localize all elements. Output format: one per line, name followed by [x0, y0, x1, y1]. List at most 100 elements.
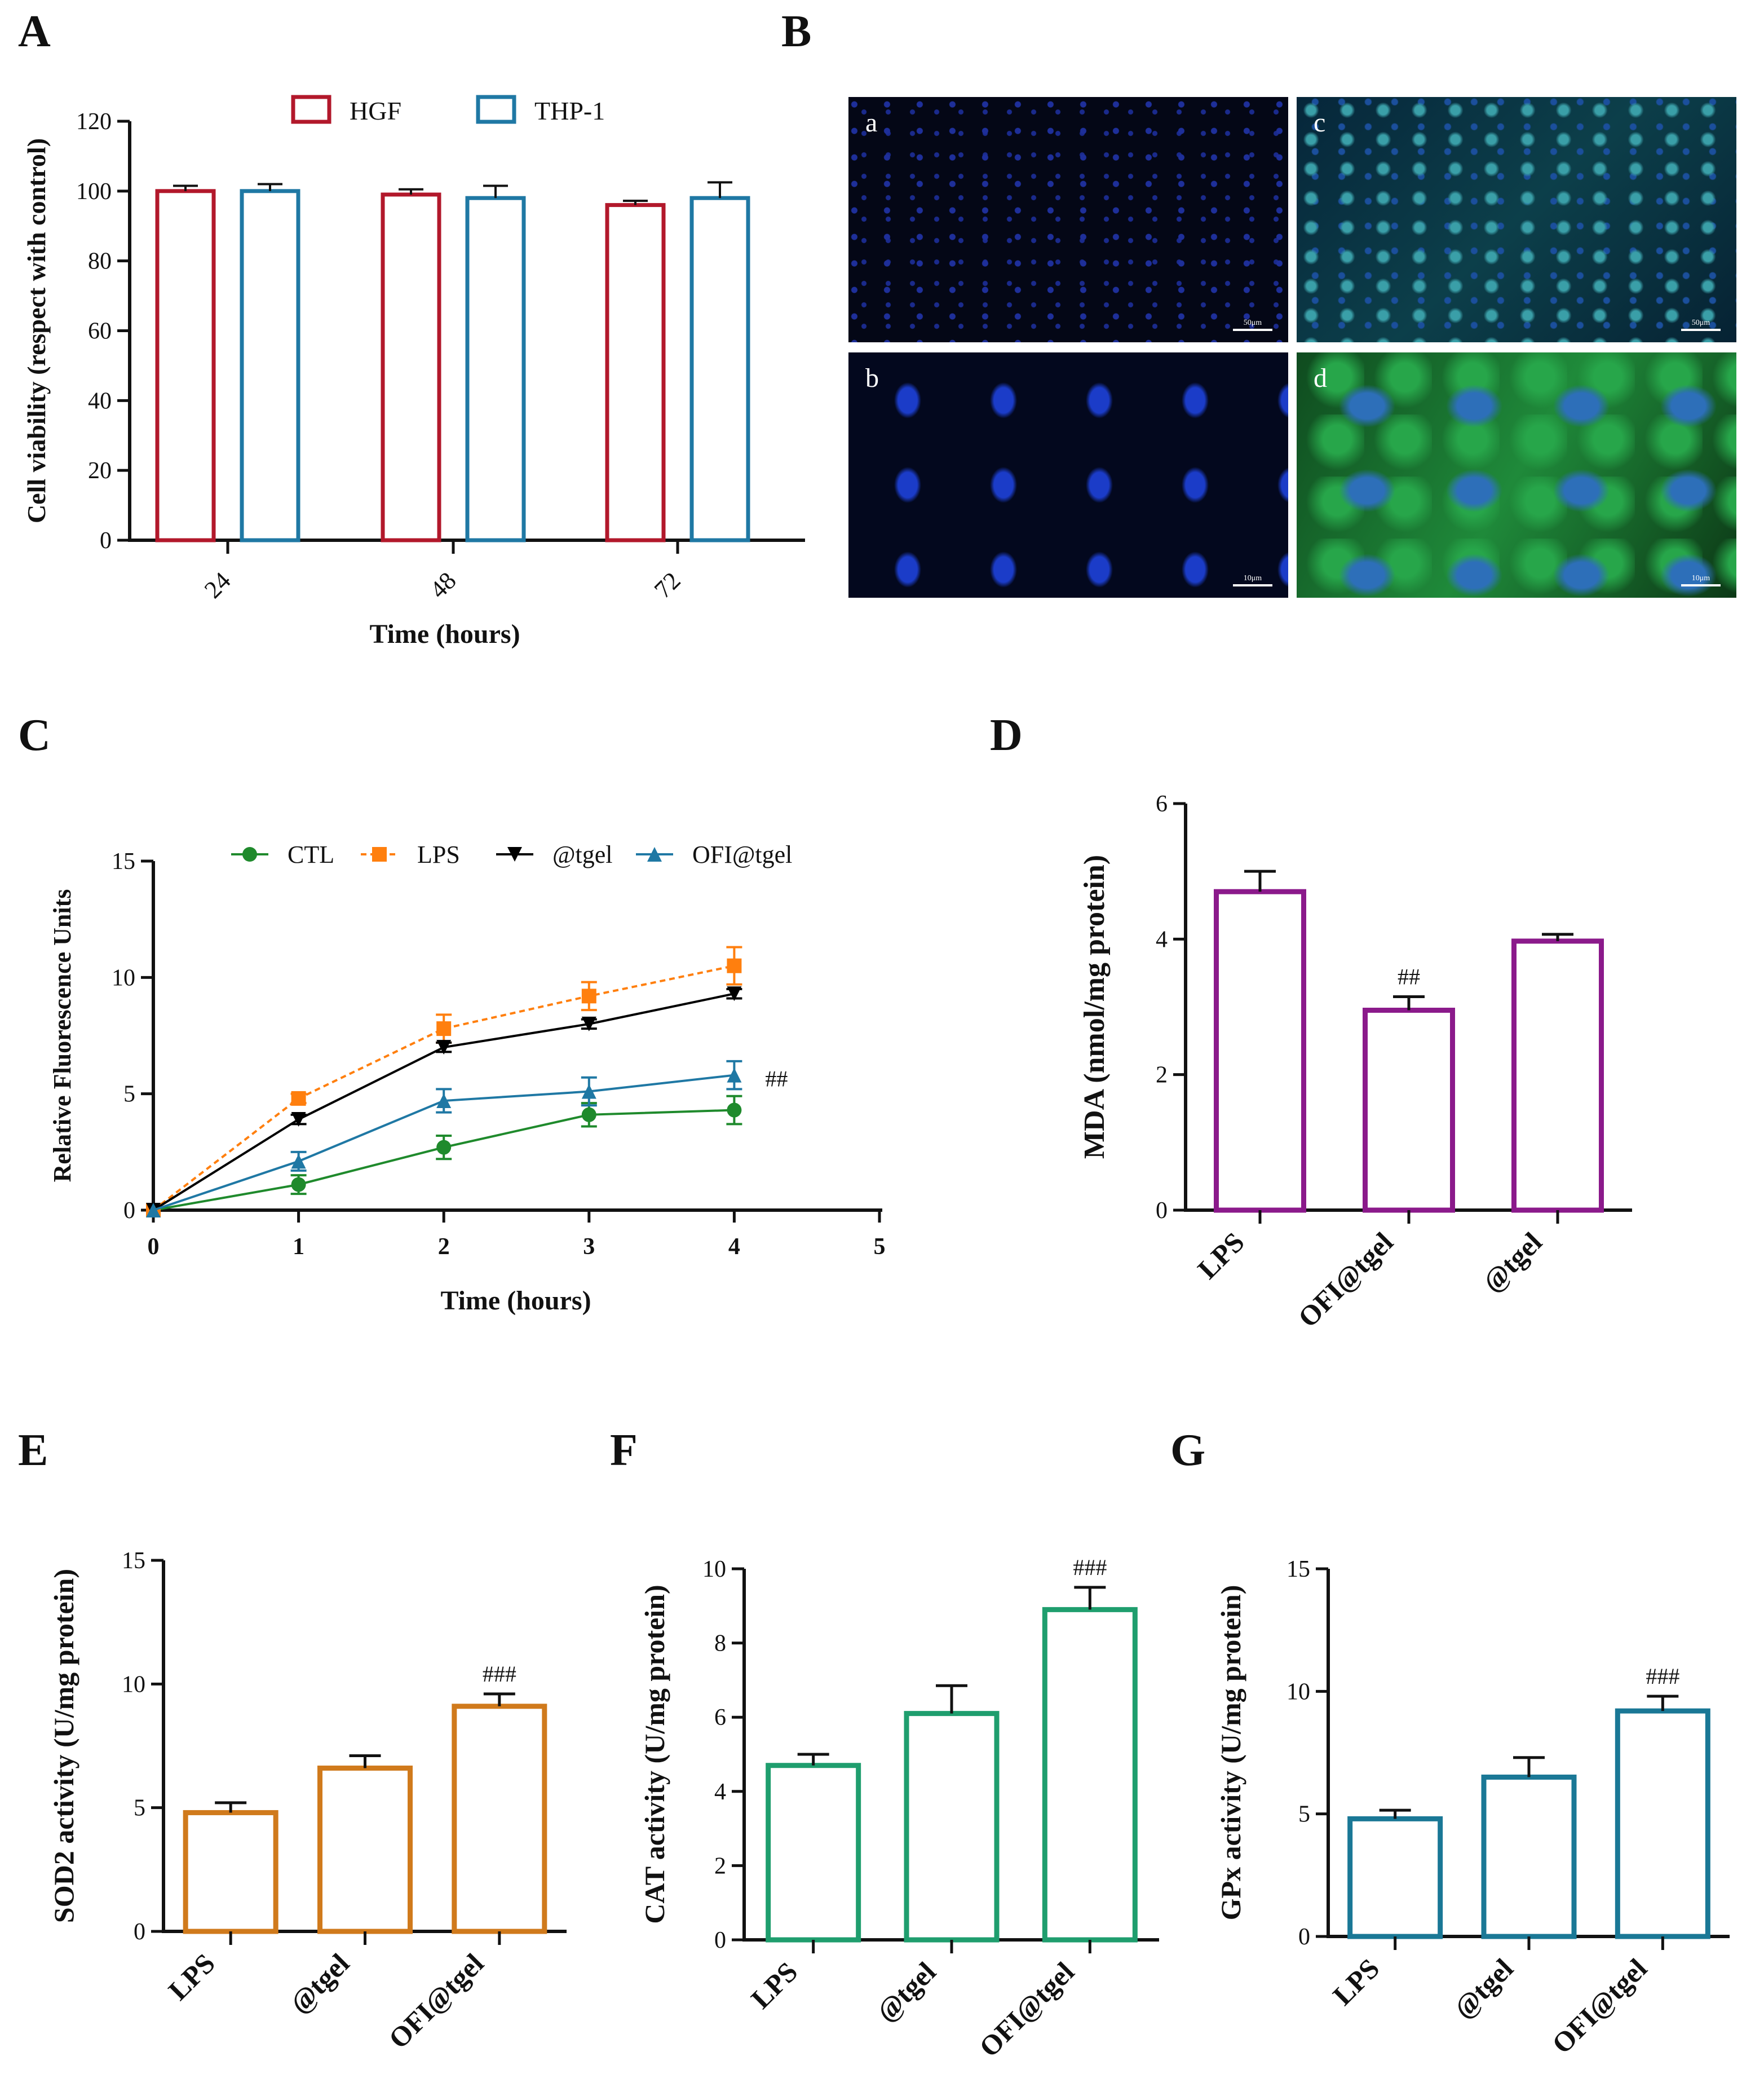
data-point — [581, 1084, 596, 1099]
y-tick-label: 10 — [702, 1556, 726, 1582]
x-axis-label: Time (hours) — [440, 1286, 591, 1316]
panel-letter-b: B — [781, 7, 811, 56]
y-tick-label: 15 — [122, 1548, 145, 1574]
y-axis-label: MDA (nmol/mg protein) — [1078, 855, 1111, 1159]
x-tick-label: 1 — [293, 1234, 304, 1260]
data-point — [727, 1067, 742, 1083]
data-point — [436, 1140, 452, 1155]
y-tick-label: 0 — [100, 528, 112, 554]
y-tick-label: 8 — [714, 1631, 726, 1657]
scale-label: 50μm — [1691, 319, 1710, 327]
scale-label: 10μm — [1691, 574, 1710, 583]
y-tick-label: 15 — [112, 849, 135, 875]
legend-marker — [647, 847, 662, 862]
y-tick-label: 120 — [76, 109, 112, 135]
bar — [1511, 938, 1604, 1213]
significance-annotation: ### — [1073, 1555, 1107, 1580]
micrograph-label: b — [865, 363, 879, 393]
bar — [1615, 1708, 1710, 1939]
y-tick-label: 0 — [123, 1198, 135, 1224]
y-tick-label: 0 — [1156, 1198, 1168, 1224]
x-tick-label: 0 — [148, 1234, 160, 1260]
x-tick-label: LPS — [745, 1956, 803, 2014]
data-point — [436, 1040, 452, 1055]
y-tick-label: 40 — [88, 388, 112, 414]
y-tick-label: 5 — [123, 1082, 135, 1108]
data-point — [291, 1091, 306, 1106]
bar-hgf — [381, 192, 441, 542]
data-point — [436, 1021, 452, 1036]
bar-hgf — [155, 189, 216, 542]
scale-bar: 10μm — [1233, 574, 1272, 586]
scale-label: 10μm — [1243, 574, 1262, 583]
bar — [904, 1711, 1000, 1943]
y-tick-label: 5 — [1298, 1802, 1310, 1828]
panel-letter-g: G — [1170, 1426, 1205, 1475]
y-axis-label: GPx activity (U/mg protein) — [1215, 1585, 1246, 1921]
y-tick-label: 4 — [1156, 927, 1168, 952]
x-tick-label: OFI@tgel — [973, 1956, 1080, 2063]
bar — [766, 1763, 861, 1943]
y-tick-label: 80 — [88, 249, 112, 275]
x-tick-label: 2 — [438, 1234, 450, 1260]
series-line-lps — [152, 964, 735, 1211]
data-point — [727, 958, 742, 973]
x-tick-label: LPS — [1191, 1226, 1250, 1285]
x-tick-label: 3 — [583, 1234, 595, 1260]
bar-thp-1 — [465, 196, 526, 542]
x-tick-label: @tgel — [1476, 1226, 1548, 1298]
x-tick-label: OFI@tgel — [1546, 1952, 1653, 2059]
micrograph-d: d 10μm — [1297, 352, 1736, 598]
y-axis-label: Relative Fluorescence Units — [48, 889, 76, 1183]
y-tick-label: 0 — [134, 1919, 145, 1945]
data-point — [581, 989, 596, 1004]
data-point — [581, 1107, 596, 1122]
x-tick-label: 24 — [199, 567, 236, 604]
panel-letter-f: F — [610, 1426, 638, 1475]
y-axis-label: SOD2 activity (U/mg protein) — [48, 1569, 79, 1923]
x-tick-label: 48 — [425, 567, 462, 604]
y-tick-label: 4 — [714, 1779, 726, 1805]
bar — [183, 1810, 278, 1934]
x-tick-label: 4 — [728, 1234, 740, 1260]
data-point — [727, 1102, 742, 1118]
x-tick-label: @tgel — [1447, 1952, 1519, 2024]
y-tick-label: 100 — [76, 179, 112, 205]
panel-letter-a: A — [18, 7, 51, 56]
micrograph-c: c 50μm — [1297, 97, 1736, 342]
significance-annotation: ## — [1398, 964, 1420, 989]
panel-letter-c: C — [18, 711, 51, 760]
bar-thp-1 — [689, 196, 750, 542]
y-tick-label: 15 — [1286, 1556, 1310, 1582]
legend-swatch — [476, 95, 516, 124]
y-tick-label: 6 — [714, 1705, 726, 1731]
y-tick-label: 2 — [1156, 1062, 1168, 1088]
scale-bar: 10μm — [1681, 574, 1721, 586]
series-line-ctl — [153, 1109, 735, 1211]
y-axis-label: CAT activity (U/mg protein) — [639, 1585, 670, 1923]
legend-swatch — [291, 95, 331, 124]
data-point — [727, 986, 742, 1002]
scale-bar: 50μm — [1233, 319, 1272, 331]
data-point — [146, 1203, 161, 1217]
y-tick-label: 10 — [122, 1671, 145, 1697]
bar — [317, 1765, 413, 1934]
y-tick-label: 5 — [134, 1795, 145, 1821]
significance-annotation: ### — [1646, 1664, 1679, 1689]
significance-annotation: ## — [765, 1066, 788, 1092]
micrograph-label: d — [1314, 363, 1327, 393]
bar — [1363, 1008, 1455, 1213]
data-point — [291, 1177, 306, 1192]
y-axis-label: Cell viability (respect with control) — [22, 138, 51, 523]
data-point — [291, 1154, 306, 1169]
x-tick-label: LPS — [162, 1947, 221, 2006]
x-tick-label: OFI@tgel — [382, 1947, 489, 2054]
y-tick-label: 0 — [1298, 1924, 1310, 1950]
y-tick-label: 10 — [1286, 1679, 1310, 1705]
y-tick-label: 10 — [112, 965, 135, 991]
legend-label: OFI@tgel — [692, 841, 792, 868]
y-tick-label: 0 — [714, 1927, 726, 1953]
panel-letter-d: D — [990, 711, 1023, 760]
legend-label: @tgel — [552, 841, 613, 868]
